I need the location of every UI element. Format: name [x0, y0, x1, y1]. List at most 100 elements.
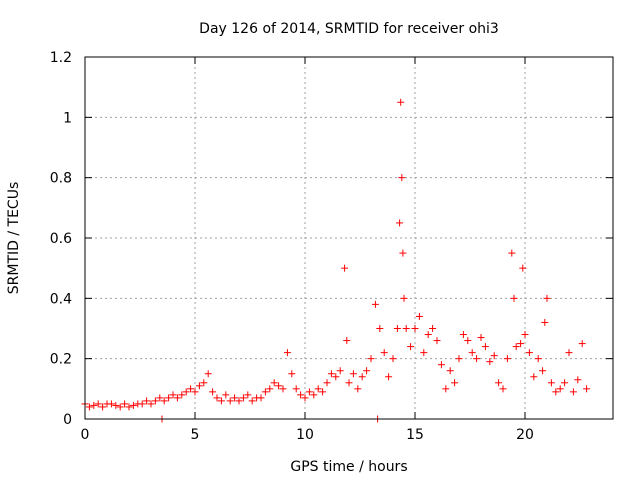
- data-point: [160, 397, 168, 405]
- data-point: [539, 367, 547, 375]
- data-point: [486, 358, 494, 366]
- data-point: [420, 349, 428, 357]
- data-point: [169, 391, 177, 399]
- data-point: [270, 379, 278, 387]
- data-point: [156, 394, 164, 402]
- data-point: [400, 294, 408, 302]
- data-point: [222, 391, 230, 399]
- data-point: [165, 394, 173, 402]
- data-point: [552, 388, 560, 396]
- data-point: [512, 343, 520, 351]
- data-point: [257, 394, 265, 402]
- data-point: [517, 340, 525, 348]
- y-tick-label: 0: [63, 412, 72, 428]
- data-point: [200, 379, 208, 387]
- data-point: [402, 325, 410, 332]
- data-point: [129, 401, 137, 409]
- y-tick-label: 0.4: [50, 291, 72, 307]
- data-point: [301, 394, 309, 402]
- data-point: [521, 331, 529, 339]
- data-point: [574, 376, 582, 384]
- data-point: [429, 325, 437, 332]
- data-point: [319, 388, 327, 396]
- data-point: [547, 379, 555, 387]
- data-point: [195, 382, 203, 390]
- data-point: [213, 394, 221, 402]
- data-point: [283, 349, 291, 357]
- data-point: [393, 325, 401, 332]
- data-point: [125, 403, 133, 411]
- data-point: [288, 370, 296, 378]
- x-tick-label: 10: [296, 427, 314, 443]
- data-point: [147, 400, 155, 408]
- data-point: [495, 379, 503, 387]
- data-point: [499, 385, 507, 393]
- plot-frame: [84, 56, 614, 420]
- data-point: [85, 403, 93, 411]
- data-point: [398, 174, 406, 182]
- data-point: [332, 373, 340, 381]
- data-point: [451, 379, 459, 387]
- data-point: [305, 388, 313, 396]
- data-point: [464, 337, 472, 345]
- data-point: [358, 373, 366, 381]
- data-point: [310, 391, 318, 399]
- data-point: [279, 385, 287, 393]
- y-tick-label: 0.6: [50, 231, 72, 247]
- data-point: [94, 400, 102, 408]
- data-point: [143, 397, 151, 405]
- y-axis-label: SRMTID / TECUs: [6, 182, 22, 295]
- data-point: [433, 337, 441, 345]
- x-tick-label: 5: [191, 427, 200, 443]
- x-tick-label: 0: [81, 427, 90, 443]
- data-point: [442, 385, 450, 393]
- data-point: [99, 403, 107, 411]
- data-point: [226, 397, 234, 405]
- data-point: [561, 379, 569, 387]
- data-point: [481, 343, 489, 351]
- data-point: [477, 334, 485, 342]
- data-point: [182, 388, 190, 396]
- data-point: [363, 367, 371, 375]
- data-point: [503, 355, 511, 363]
- data-point: [565, 349, 573, 357]
- data-point: [297, 391, 305, 399]
- data-point: [121, 400, 129, 408]
- data-point: [244, 391, 252, 399]
- data-point: [530, 373, 538, 381]
- data-point: [473, 355, 481, 363]
- data-point: [341, 264, 349, 272]
- data-point: [345, 379, 353, 387]
- data-point: [534, 355, 542, 363]
- data-point: [217, 397, 225, 405]
- data-point: [173, 394, 181, 402]
- data-point: [543, 294, 551, 302]
- data-point: [90, 401, 98, 409]
- data-point: [275, 382, 283, 390]
- y-tick-label: 0.8: [50, 171, 72, 187]
- data-point: [437, 361, 445, 369]
- data-point: [323, 379, 331, 387]
- data-point: [327, 370, 335, 378]
- data-point: [261, 388, 269, 396]
- data-point: [508, 249, 516, 257]
- data-point: [556, 385, 564, 393]
- data-point: [396, 219, 404, 227]
- y-tick-label: 1: [63, 110, 72, 126]
- data-point: [490, 352, 498, 360]
- y-tick-label: 1.2: [50, 50, 72, 66]
- data-point: [424, 331, 432, 339]
- data-point: [178, 391, 186, 399]
- data-point: [116, 403, 124, 411]
- data-point: [519, 264, 527, 272]
- data-point: [510, 294, 518, 302]
- data-point: [209, 388, 217, 396]
- data-point: [266, 385, 274, 393]
- data-point: [248, 397, 256, 405]
- data-point: [371, 300, 379, 308]
- data-point: [107, 400, 115, 408]
- data-point: [446, 367, 454, 375]
- x-axis-label: GPS time / hours: [290, 459, 407, 475]
- data-point: [343, 337, 351, 345]
